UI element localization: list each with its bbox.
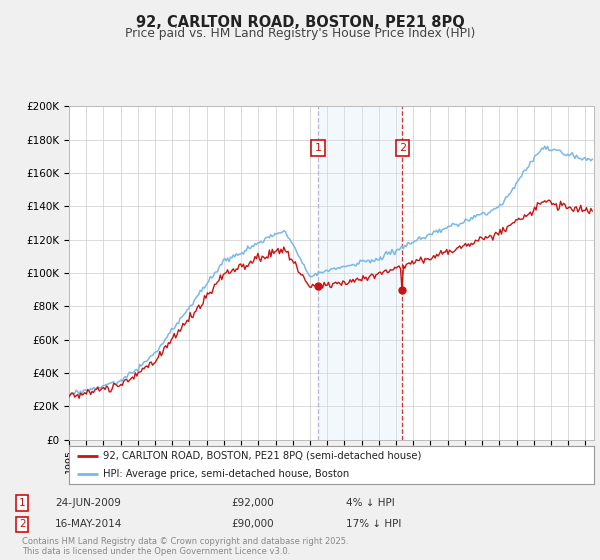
Text: HPI: Average price, semi-detached house, Boston: HPI: Average price, semi-detached house,… [103, 469, 349, 479]
Text: 2: 2 [399, 143, 406, 153]
Text: 1: 1 [19, 498, 26, 508]
Text: £92,000: £92,000 [231, 498, 274, 508]
Text: £90,000: £90,000 [231, 519, 274, 529]
Text: 1: 1 [315, 143, 322, 153]
Text: Price paid vs. HM Land Registry's House Price Index (HPI): Price paid vs. HM Land Registry's House … [125, 27, 475, 40]
Text: 17% ↓ HPI: 17% ↓ HPI [346, 519, 401, 529]
Text: 92, CARLTON ROAD, BOSTON, PE21 8PQ: 92, CARLTON ROAD, BOSTON, PE21 8PQ [136, 15, 464, 30]
Text: 92, CARLTON ROAD, BOSTON, PE21 8PQ (semi-detached house): 92, CARLTON ROAD, BOSTON, PE21 8PQ (semi… [103, 451, 421, 461]
Text: 24-JUN-2009: 24-JUN-2009 [55, 498, 121, 508]
Text: 4% ↓ HPI: 4% ↓ HPI [346, 498, 395, 508]
Text: 2: 2 [19, 519, 26, 529]
Bar [318, 106, 403, 440]
Text: 16-MAY-2014: 16-MAY-2014 [55, 519, 122, 529]
Text: Contains HM Land Registry data © Crown copyright and database right 2025.
This d: Contains HM Land Registry data © Crown c… [22, 537, 349, 556]
